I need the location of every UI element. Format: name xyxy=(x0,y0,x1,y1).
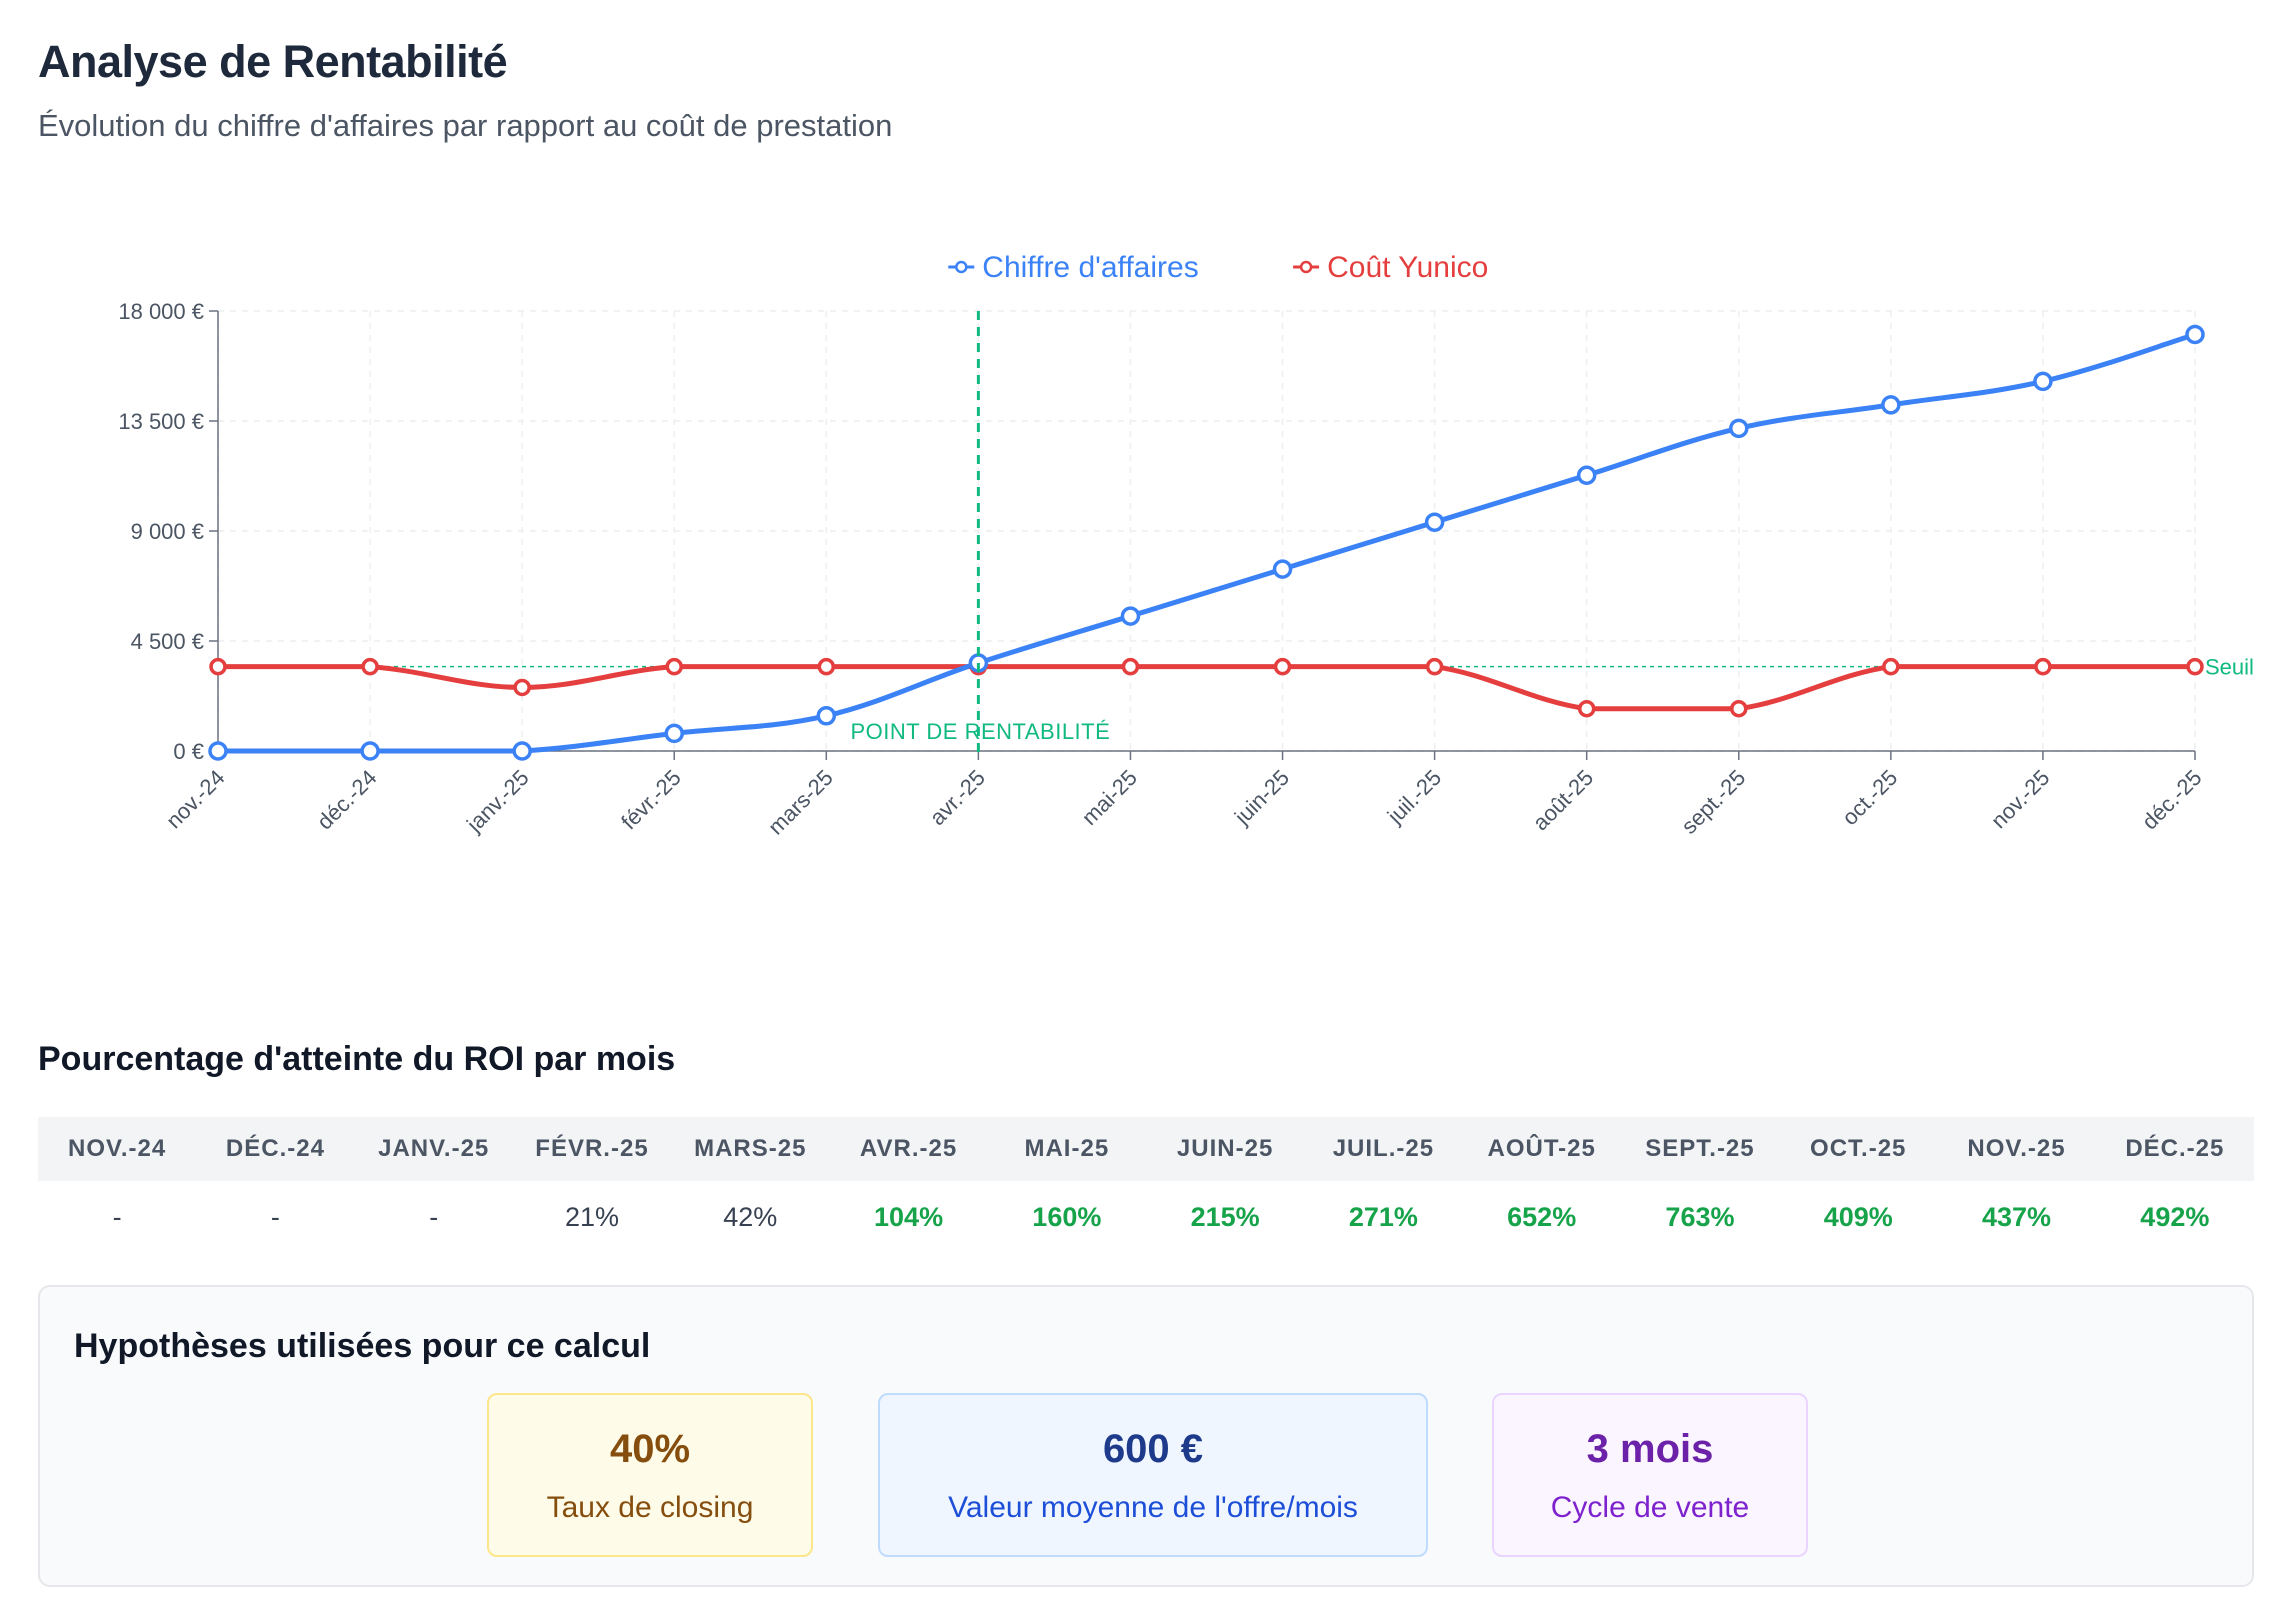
sales-cycle-label: Cycle de vente xyxy=(1550,1491,1750,1524)
y-tick-label: 0 € xyxy=(173,739,204,764)
revenue-point xyxy=(360,741,380,761)
roi-cell: 21% xyxy=(564,1201,619,1232)
y-tick-label: 13 500 € xyxy=(118,409,204,434)
roi-column-header: NOV.-24 xyxy=(38,1117,197,1181)
x-tick-label: mars-25 xyxy=(763,765,838,840)
sales-cycle-value: 3 mois xyxy=(1586,1427,1714,1471)
revenue-point xyxy=(1881,395,1901,415)
roi-column-header: MAI-25 xyxy=(987,1117,1146,1181)
page-title: Analyse de Rentabilité xyxy=(38,36,508,87)
cost-point xyxy=(817,657,836,676)
average-offer-card: 600 € Valeur moyenne de l'offre/mois xyxy=(878,1393,1428,1557)
revenue-point xyxy=(208,741,228,761)
page-subtitle: Évolution du chiffre d'affaires par rapp… xyxy=(38,108,893,143)
roi-cell: 409% xyxy=(1823,1201,1893,1232)
legend-revenue-label: Chiffre d'affaires xyxy=(982,251,1198,284)
roi-table: NOV.-24 DÉC.-24 JANV.-25 FÉVR.-25 MARS-25 AVR… xyxy=(38,1117,2254,1253)
cost-point xyxy=(2186,657,2204,676)
roi-column-header: DÉC.-25 xyxy=(2095,1117,2254,1181)
roi-cell: 215% xyxy=(1190,1201,1260,1232)
roi-column-header: NOV.-25 xyxy=(1937,1117,2096,1181)
x-tick-label: juin-25 xyxy=(1229,765,1294,830)
closing-rate-card: 40% Taux de closing xyxy=(487,1393,813,1557)
x-tick-label: févr.-25 xyxy=(616,765,686,835)
y-tick-label: 9 000 € xyxy=(131,519,204,544)
roi-cell: 652% xyxy=(1507,1201,1577,1232)
revenue-point xyxy=(664,723,684,744)
cost-point xyxy=(361,657,379,676)
cost-point xyxy=(209,657,227,676)
cost-point xyxy=(1730,699,1748,718)
cost-point xyxy=(1273,657,1292,676)
x-tick-label: nov.-24 xyxy=(161,765,229,833)
cost-point xyxy=(1577,699,1596,718)
roi-column-header: AVR.-25 xyxy=(829,1117,988,1181)
cost-point xyxy=(1882,657,1900,676)
legend-cost-dot xyxy=(1299,260,1313,274)
revenue-point xyxy=(1729,418,1749,439)
revenue-point xyxy=(1576,465,1597,486)
roi-cell: 763% xyxy=(1665,1201,1735,1232)
hypotheses-title: Hypothèses utilisées pour ce calcul xyxy=(74,1327,651,1365)
revenue-point xyxy=(2185,324,2205,345)
roi-column-header: OCT.-25 xyxy=(1779,1117,1938,1181)
legend-revenue-dot xyxy=(955,260,968,274)
hypotheses-panel: Hypothèses utilisées pour ce calcul 40% … xyxy=(38,1285,2254,1587)
x-tick-label: nov.-25 xyxy=(1986,765,2054,833)
revenue-point xyxy=(1272,559,1293,579)
threshold-label: Seuil xyxy=(2205,655,2254,680)
cost-line xyxy=(215,664,2198,712)
x-tick-label: oct.-25 xyxy=(1837,765,1902,830)
x-tick-label: avr.-25 xyxy=(925,765,990,830)
roi-cell: - xyxy=(429,1201,439,1232)
roi-header-row: NOV.-24 DÉC.-24 JANV.-25 FÉVR.-25 MARS-25 AVR… xyxy=(38,1117,2254,1181)
roi-column-header: SEPT.-25 xyxy=(1620,1117,1780,1181)
roi-cell: 104% xyxy=(874,1201,944,1232)
x-tick-label: janv.-25 xyxy=(461,765,534,838)
revenue-point xyxy=(1120,606,1141,626)
roi-column-header: AOÛT-25 xyxy=(1462,1117,1621,1181)
roi-column-header: JANV.-25 xyxy=(354,1117,513,1181)
legend-cost-label: Coût Yunico xyxy=(1327,251,1488,284)
x-tick-label: déc.-24 xyxy=(312,765,382,835)
cost-point xyxy=(2034,657,2052,676)
revenue-point xyxy=(512,741,532,761)
roi-column-header: DÉC.-24 xyxy=(196,1117,355,1181)
roi-value-row: - - - 21% 42% 104% 160% 215% 271% 652% 763% 409% 437… xyxy=(38,1181,2254,1253)
x-tick-label: sept.-25 xyxy=(1676,765,1750,839)
average-offer-label: Valeur moyenne de l'offre/mois xyxy=(948,1491,1358,1524)
roi-cell: 437% xyxy=(1981,1201,2052,1232)
cost-point xyxy=(1425,657,1444,676)
revenue-point xyxy=(1424,512,1445,532)
revenue-line xyxy=(215,331,2198,754)
roi-cell: 160% xyxy=(1032,1201,1102,1232)
roi-column-header: JUIN-25 xyxy=(1145,1117,1305,1181)
closing-rate-label: Taux de closing xyxy=(546,1491,754,1524)
x-tick-label: juil.-25 xyxy=(1382,765,1446,829)
cost-point xyxy=(513,678,531,697)
roi-cell: 42% xyxy=(723,1201,778,1232)
roi-section-title: Pourcentage d'atteinte du ROI par mois xyxy=(38,1040,676,1078)
breakeven-label: POINT DE RENTABILITÉ xyxy=(850,719,1110,744)
revenue-point xyxy=(2033,371,2053,392)
revenue-point xyxy=(816,706,837,726)
roi-cell: - xyxy=(112,1201,122,1232)
roi-cell: 492% xyxy=(2140,1201,2210,1232)
cost-point xyxy=(1121,657,1140,676)
roi-column-header: JUIL.-25 xyxy=(1304,1117,1463,1181)
x-tick-label: août-25 xyxy=(1528,765,1598,835)
sales-cycle-card: 3 mois Cycle de vente xyxy=(1492,1393,1808,1557)
average-offer-value: 600 € xyxy=(1102,1427,1204,1471)
y-tick-label: 18 000 € xyxy=(118,299,204,324)
roi-column-header: FÉVR.-25 xyxy=(512,1117,672,1181)
cost-point xyxy=(665,657,683,676)
roi-cell: - xyxy=(270,1201,280,1232)
roi-column-header: MARS-25 xyxy=(671,1117,830,1181)
x-tick-label: déc.-25 xyxy=(2137,765,2207,835)
roi-cell: 271% xyxy=(1348,1201,1418,1232)
closing-rate-value: 40% xyxy=(609,1427,691,1471)
x-tick-label: mai-25 xyxy=(1077,765,1142,830)
profitability-chart: 0 € 4 500 € 9 000 € 13 500 € 18 000 € nov.-24… xyxy=(118,251,2254,840)
y-tick-label: 4 500 € xyxy=(131,629,204,654)
